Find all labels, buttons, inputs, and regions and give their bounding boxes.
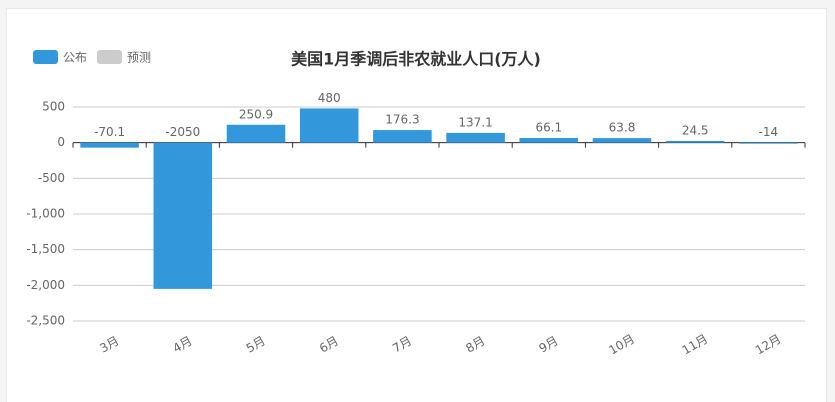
x-tick-label: 6月: [317, 334, 341, 356]
legend-swatch[interactable]: [97, 50, 123, 64]
x-tick-label: 7月: [390, 334, 414, 356]
bar: [592, 138, 652, 143]
bar: [446, 132, 505, 143]
y-tick-label: -1,000: [26, 207, 65, 221]
value-label: 176.3: [385, 113, 419, 127]
value-label: 63.8: [609, 121, 636, 135]
legend-label[interactable]: 预测: [127, 51, 151, 65]
x-tick-label: 8月: [463, 334, 487, 356]
value-label: 24.5: [682, 123, 709, 137]
bar: [299, 108, 359, 143]
y-tick-label: -2,500: [26, 314, 65, 328]
bar: [665, 140, 725, 143]
y-tick-label: -1,500: [26, 242, 65, 256]
x-tick-label: 4月: [171, 334, 195, 356]
value-label: -14: [759, 125, 779, 139]
chart-card: [6, 8, 827, 402]
value-label: -2050: [165, 125, 200, 139]
value-label: -70.1: [94, 125, 125, 139]
x-tick-label: 10月: [606, 332, 637, 358]
x-tick-label: 11月: [680, 332, 711, 358]
bar: [739, 142, 798, 144]
value-label: 66.1: [535, 120, 562, 134]
x-tick-label: 3月: [97, 334, 121, 356]
x-tick-label: 5月: [244, 334, 268, 356]
value-label: 250.9: [239, 107, 273, 121]
x-tick-label: 9月: [537, 334, 561, 356]
y-tick-label: -500: [38, 171, 65, 185]
value-label: 480: [318, 91, 341, 105]
bar: [226, 124, 286, 143]
x-tick-label: 12月: [753, 332, 784, 358]
legend-label[interactable]: 公布: [63, 51, 87, 65]
bar: [80, 142, 139, 148]
chart-title: 美国1月季调后非农就业人口(万人): [291, 50, 541, 69]
legend-swatch[interactable]: [33, 50, 58, 64]
y-tick-label: 500: [42, 100, 65, 114]
bar: [153, 142, 213, 289]
bar: [519, 137, 579, 143]
y-tick-label: 0: [57, 135, 65, 149]
y-tick-label: -2,000: [26, 278, 65, 292]
value-label: 137.1: [458, 115, 492, 129]
bar: [373, 130, 432, 143]
